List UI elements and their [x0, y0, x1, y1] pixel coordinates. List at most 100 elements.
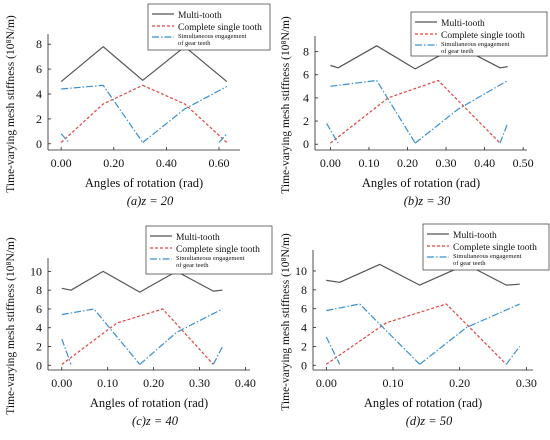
y-tick-label: 4 — [303, 91, 309, 105]
series-line — [142, 84, 228, 143]
x-axis-label: Angles of rotation (rad) — [85, 176, 203, 190]
chart-panel-a: 0 2 4 6 8 0.00 0.20 0.40 0.60 Multi-tooth Complete… — [5, 3, 271, 208]
x-tick-label: 0.10 — [97, 376, 118, 390]
legend-label: Complete single tooth — [441, 31, 525, 41]
legend-label: Simultaneous engagement — [441, 41, 510, 48]
x-tick-label: 0.60 — [208, 156, 229, 170]
x-axis-label: Angles of rotation (rad) — [90, 396, 208, 410]
legend-box — [422, 223, 550, 271]
legend-box — [410, 11, 548, 57]
y-tick-label: 6 — [301, 302, 307, 316]
x-tick-label: 0.20 — [103, 156, 124, 170]
series-line — [326, 123, 339, 144]
y-tick-label: 2 — [36, 112, 42, 126]
x-tick-label: 0.00 — [320, 156, 341, 170]
legend-label: Complete single tooth — [453, 243, 537, 253]
series-line — [60, 84, 143, 143]
x-tick-label: 0.40 — [474, 156, 495, 170]
legend-box — [145, 225, 273, 275]
y-tick-label: 4 — [301, 321, 307, 335]
legend-label: of gear teeth — [178, 40, 211, 47]
legend-label: of gear teeth — [176, 262, 209, 269]
series-line — [139, 308, 223, 365]
y-tick-label: 6 — [303, 68, 309, 82]
legend-label: Simultaneous engagement — [176, 255, 245, 262]
legend-label: Simultaneous engagement — [178, 33, 247, 40]
series-line — [60, 133, 70, 143]
legend-label: Simultaneous engagement — [453, 253, 522, 260]
y-axis-label: Time-varying mesh stiffness (10⁸N/m) — [5, 15, 17, 193]
panel-caption: (b)z = 30 — [404, 194, 451, 208]
legend-box — [147, 3, 271, 51]
chart-panel-c: 0 2 4 6 8 10 0.00 0.10 0.20 0.30 0.40 Multi-tooth Co… — [5, 225, 273, 428]
y-tick-label: 0 — [36, 358, 42, 372]
series-line — [61, 308, 141, 365]
legend-label: of gear teeth — [441, 48, 474, 55]
y-tick-label: 0 — [303, 137, 309, 151]
x-tick-label: 0.10 — [358, 156, 379, 170]
series-line — [326, 263, 520, 286]
y-tick-label: 8 — [301, 283, 307, 297]
x-tick-label: 0.40 — [235, 376, 256, 390]
series-line — [60, 46, 228, 83]
series-line — [61, 338, 72, 365]
series-line — [325, 336, 341, 365]
x-tick-label: 0.20 — [397, 156, 418, 170]
series-line — [326, 303, 421, 365]
y-tick-label: 8 — [36, 37, 42, 51]
panel-caption: (c)z = 40 — [132, 414, 179, 428]
series-line — [419, 303, 520, 365]
chart-panel-d: 0 2 4 6 8 10 0.00 0.10 0.20 0.30 Multi-tooth Comple… — [280, 223, 550, 428]
y-tick-label: 4 — [36, 87, 42, 101]
y-tick-label: 0 — [301, 358, 307, 372]
series-line — [325, 303, 507, 365]
legend-label: Multi-tooth — [453, 231, 497, 241]
series-line — [330, 79, 501, 144]
x-tick-label: 0.00 — [51, 376, 72, 390]
panel-caption: (d)z = 50 — [406, 414, 453, 428]
legend-label: Complete single tooth — [176, 245, 260, 255]
y-tick-label: 6 — [36, 62, 42, 76]
y-axis-label: Time-varying mesh stiffness (10⁸N/m) — [280, 233, 292, 411]
x-tick-label: 0.10 — [383, 376, 404, 390]
series-line — [414, 79, 509, 144]
series-line — [330, 79, 416, 144]
x-tick-label: 0.00 — [51, 156, 72, 170]
legend-label: of gear teeth — [453, 260, 486, 267]
series-line — [218, 133, 228, 143]
x-tick-label: 0.50 — [513, 156, 534, 170]
y-tick-label: 2 — [301, 339, 307, 353]
series-line — [61, 84, 144, 143]
x-tick-label: 0.40 — [156, 156, 177, 170]
x-tick-label: 0.30 — [516, 376, 537, 390]
panel-caption: (a)z = 20 — [127, 194, 174, 208]
y-tick-label: 10 — [295, 264, 307, 278]
y-axis-label: Time-varying mesh stiffness (10⁸N/m) — [5, 237, 17, 415]
x-tick-label: 0.00 — [316, 376, 337, 390]
legend-label: Complete single tooth — [178, 23, 262, 33]
y-tick-label: 2 — [303, 114, 309, 128]
y-tick-label: 4 — [36, 321, 42, 335]
series-line — [212, 346, 224, 365]
chart-panel-b: 0 2 4 6 8 0.00 0.10 0.20 0.30 0.40 0.50 Multi-tooth… — [280, 11, 548, 208]
series-line — [499, 123, 509, 144]
series-line — [505, 346, 521, 365]
legend-label: Multi-tooth — [176, 233, 220, 243]
y-tick-label: 6 — [36, 302, 42, 316]
legend-label: Multi-tooth — [441, 19, 485, 29]
x-tick-label: 0.30 — [436, 156, 457, 170]
y-tick-label: 10 — [30, 264, 42, 278]
x-tick-label: 0.20 — [143, 376, 164, 390]
y-tick-label: 0 — [36, 137, 42, 151]
legend-label: Multi-tooth — [178, 11, 222, 21]
series-line — [330, 45, 508, 70]
y-tick-label: 8 — [303, 45, 309, 59]
y-tick-label: 2 — [36, 340, 42, 354]
y-tick-label: 8 — [36, 283, 42, 297]
x-tick-label: 0.20 — [449, 376, 470, 390]
x-axis-label: Angles of rotation (rad) — [362, 176, 480, 190]
x-tick-label: 0.30 — [189, 376, 210, 390]
y-axis-label: Time-varying mesh stiffness (10⁸N/m) — [280, 16, 292, 194]
series-line — [61, 308, 214, 365]
series-line — [142, 85, 228, 143]
